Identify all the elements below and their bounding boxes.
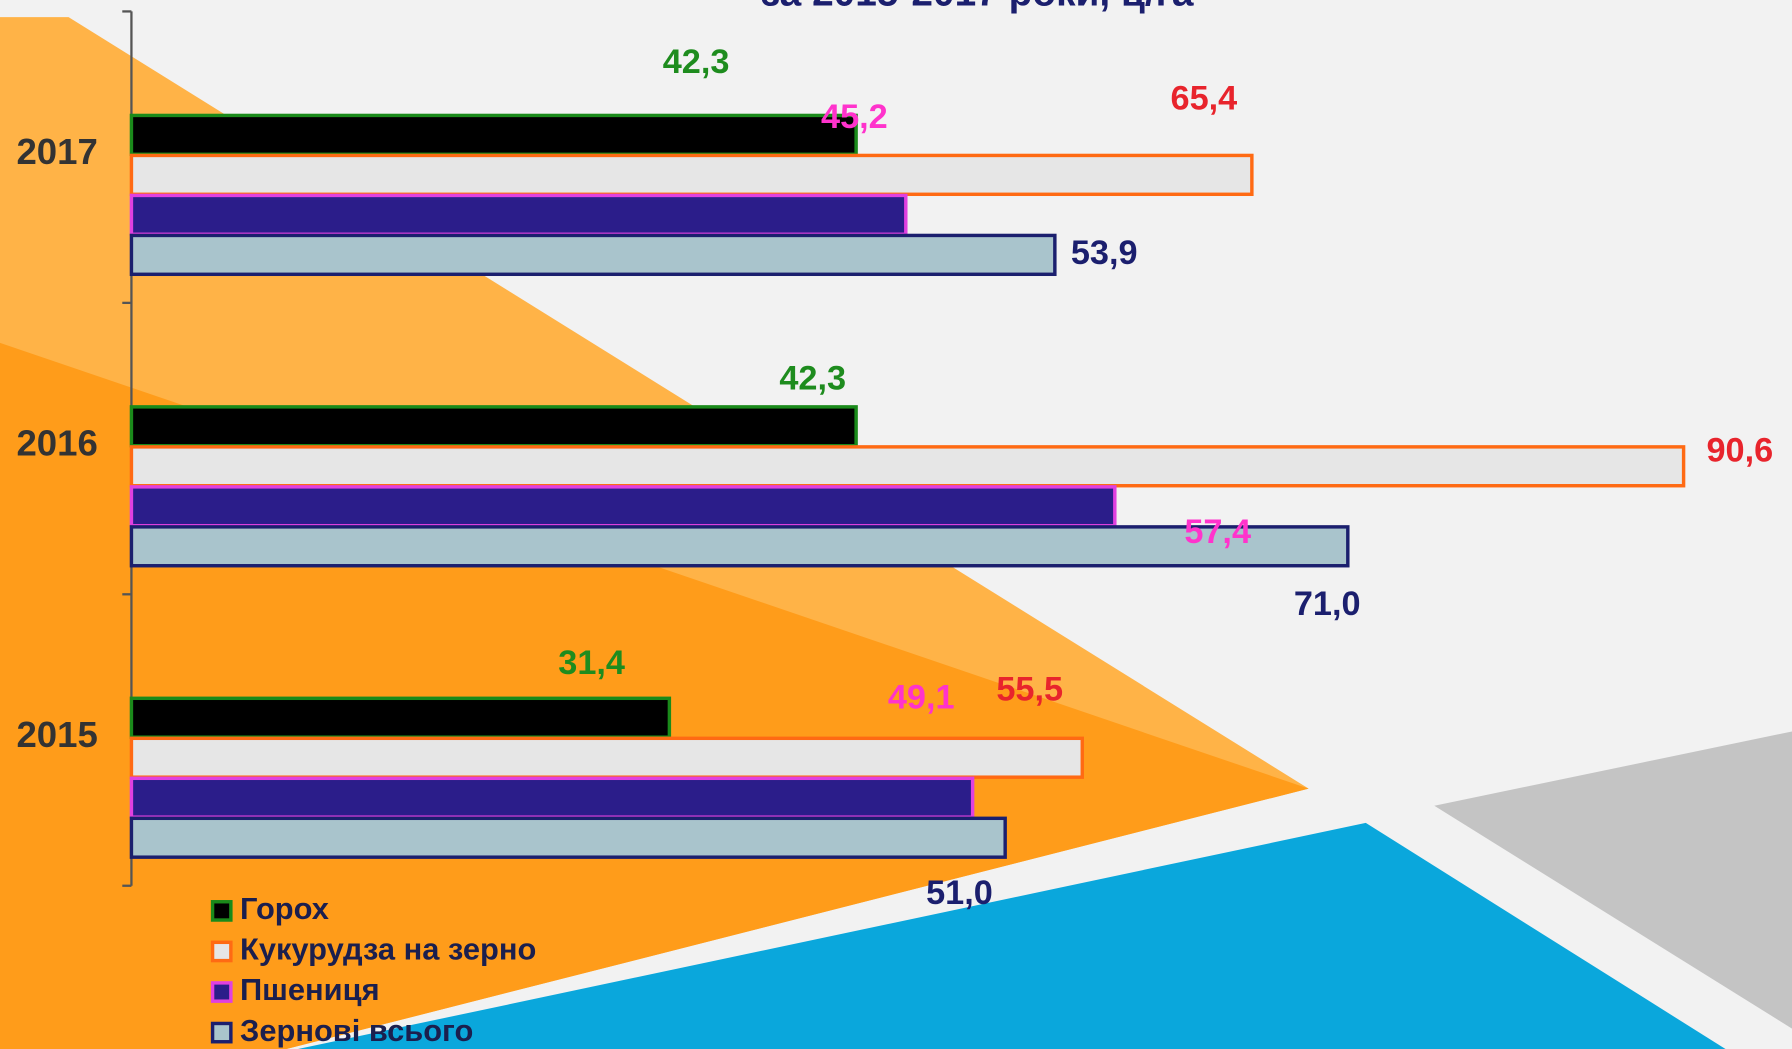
bar: [129, 776, 975, 819]
value-label: 45,2: [821, 98, 888, 136]
bar: [129, 405, 858, 448]
value-label: 53,9: [1071, 234, 1138, 272]
value-label: 31,4: [558, 644, 625, 682]
bar: [129, 485, 1117, 528]
bar: [129, 696, 672, 739]
legend-label: Горох: [240, 891, 329, 926]
bar: [129, 736, 1084, 779]
legend-swatch: [210, 900, 233, 922]
legend-label: Зернові всього: [240, 1013, 473, 1048]
value-label: 42,3: [779, 360, 846, 398]
bar: [129, 445, 1686, 488]
bg-gray: [1434, 731, 1792, 1029]
legend-swatch: [210, 981, 233, 1003]
value-label: 71,0: [1294, 585, 1361, 623]
bar: [129, 113, 858, 157]
legend-swatch: [210, 940, 233, 963]
value-label: 51,0: [926, 874, 993, 912]
legend-label: Кукурудза на зерно: [240, 932, 536, 967]
value-label: 57,4: [1184, 513, 1251, 551]
y-tick-label: 2016: [16, 422, 97, 463]
value-label: 65,4: [1171, 80, 1238, 118]
legend-swatch: [210, 1021, 233, 1044]
y-tick-label: 2017: [16, 131, 97, 172]
chart-title: за 2015-2017 роки, ц/га: [761, 0, 1194, 15]
bg-blue: [298, 822, 1726, 1049]
value-label: 55,5: [996, 671, 1063, 709]
y-tick-label: 2015: [16, 714, 97, 755]
bar: [129, 153, 1254, 197]
value-label: 49,1: [888, 679, 955, 717]
bar: [129, 193, 908, 237]
bar: [129, 816, 1007, 859]
value-label: 90,6: [1706, 432, 1773, 470]
value-label: 42,3: [663, 43, 730, 81]
legend-label: Пшениця: [240, 972, 380, 1007]
bar: [129, 525, 1350, 568]
bar: [129, 233, 1057, 277]
